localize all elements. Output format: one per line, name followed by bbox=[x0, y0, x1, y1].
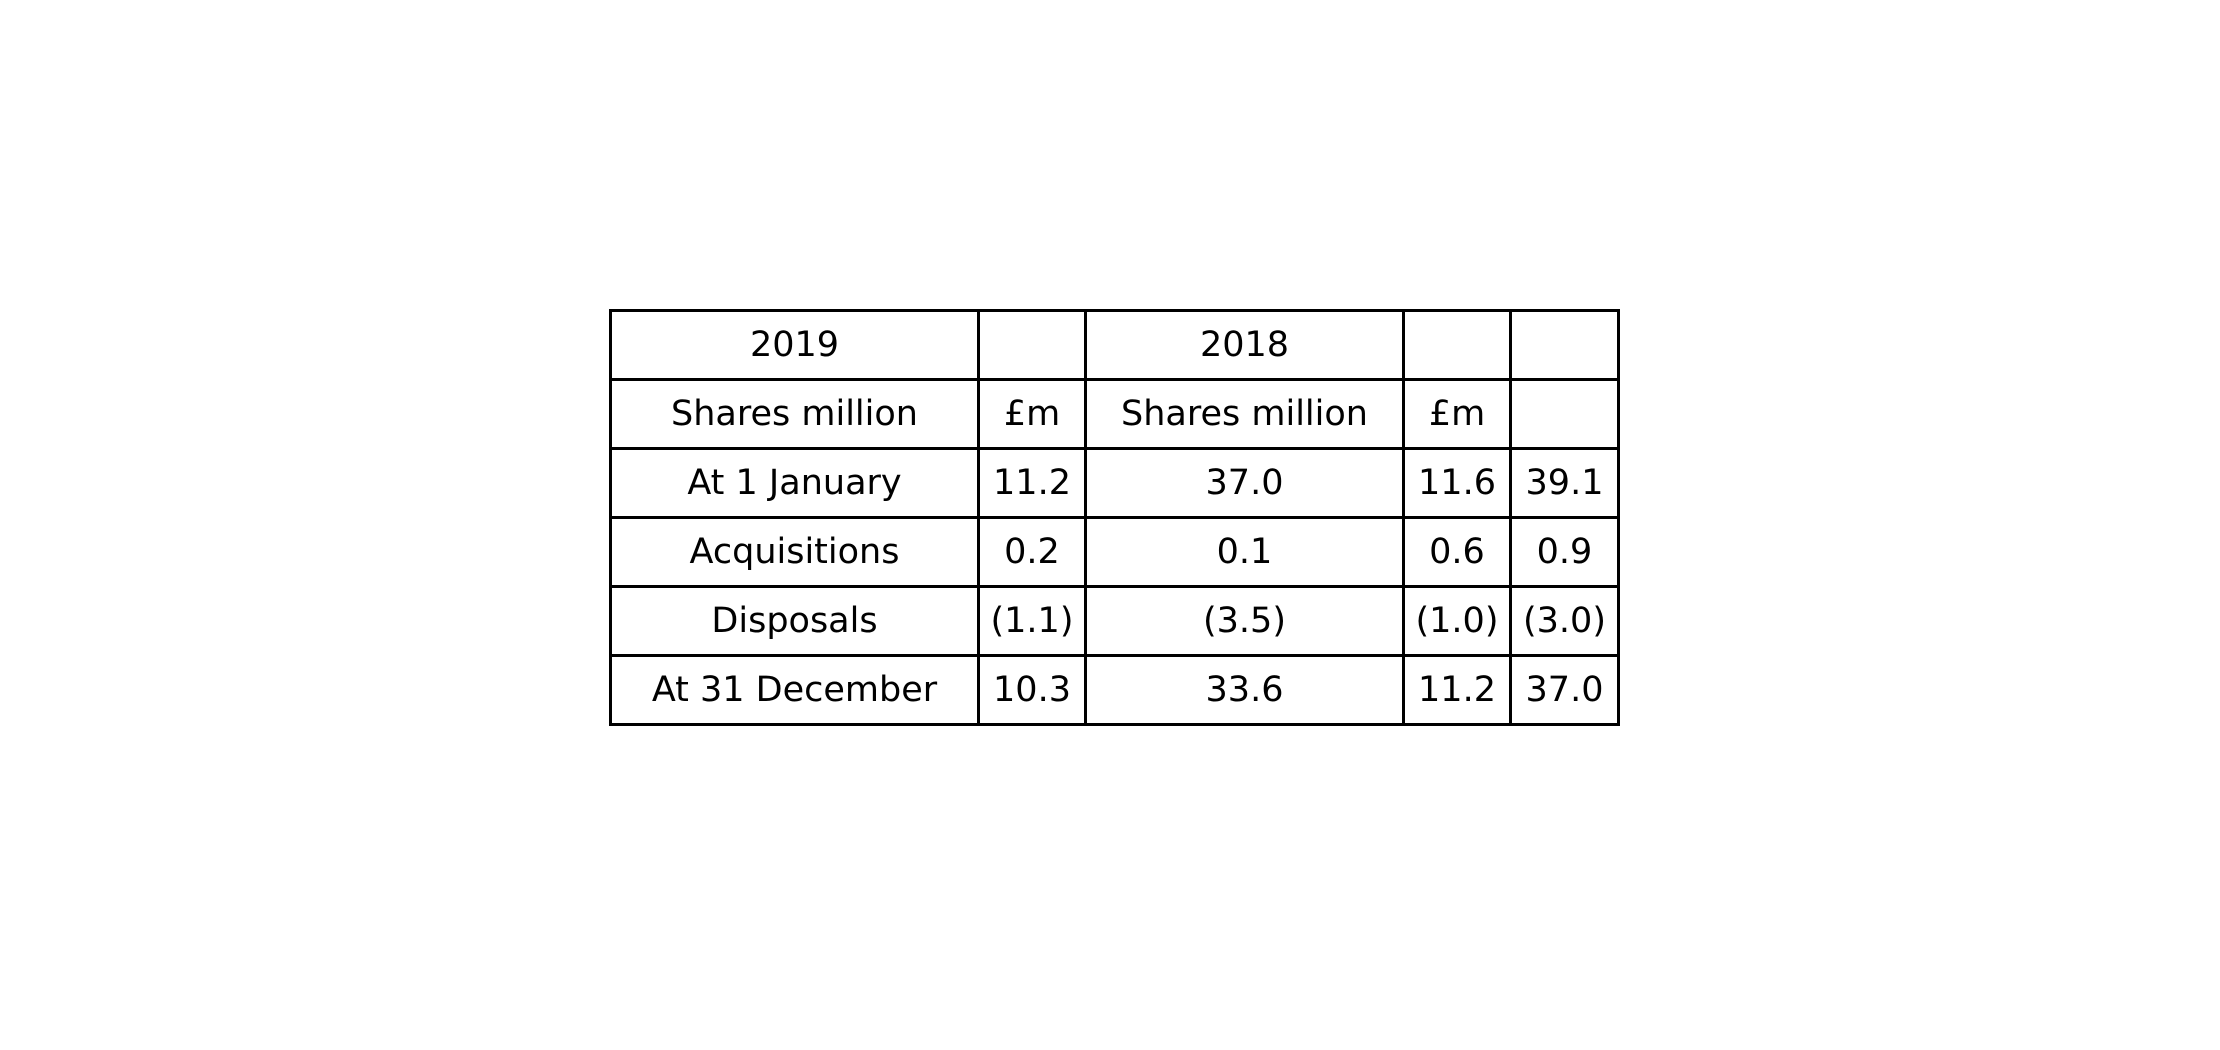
table-cell: 33.6 bbox=[1084, 654, 1405, 726]
table-cell bbox=[1402, 309, 1512, 381]
row-label: At 1 January bbox=[609, 447, 980, 519]
table-row-year-header: 2019 2018 bbox=[609, 309, 1620, 381]
row-label: Acquisitions bbox=[609, 516, 980, 588]
table-cell: Shares million bbox=[1084, 378, 1405, 450]
table-cell: (1.1) bbox=[977, 585, 1087, 657]
table-cell: 11.2 bbox=[977, 447, 1087, 519]
table-row: At 31 December 10.3 33.6 11.2 37.0 bbox=[609, 654, 1620, 726]
table-cell: 2018 bbox=[1084, 309, 1405, 381]
table-cell: 11.2 bbox=[1402, 654, 1512, 726]
table-cell: 2019 bbox=[609, 309, 980, 381]
table-cell bbox=[1509, 309, 1620, 381]
table-cell: 37.0 bbox=[1509, 654, 1620, 726]
row-label: At 31 December bbox=[609, 654, 980, 726]
table-row-unit-header: Shares million £m Shares million £m bbox=[609, 378, 1620, 450]
table-cell: £m bbox=[1402, 378, 1512, 450]
table-cell bbox=[977, 309, 1087, 381]
table-cell: 39.1 bbox=[1509, 447, 1620, 519]
table-cell: 11.6 bbox=[1402, 447, 1512, 519]
table-cell: (3.5) bbox=[1084, 585, 1405, 657]
table-cell: 37.0 bbox=[1084, 447, 1405, 519]
table-cell: £m bbox=[977, 378, 1087, 450]
table-cell bbox=[1509, 378, 1620, 450]
table-cell: 10.3 bbox=[977, 654, 1087, 726]
table-cell: 0.9 bbox=[1509, 516, 1620, 588]
table-cell: 0.1 bbox=[1084, 516, 1405, 588]
row-label: Disposals bbox=[609, 585, 980, 657]
table-row: Disposals (1.1) (3.5) (1.0) (3.0) bbox=[609, 585, 1620, 657]
table-cell: (1.0) bbox=[1402, 585, 1512, 657]
table-row: At 1 January 11.2 37.0 11.6 39.1 bbox=[609, 447, 1620, 519]
table-cell: 0.2 bbox=[977, 516, 1087, 588]
table-cell: (3.0) bbox=[1509, 585, 1620, 657]
table-row: Acquisitions 0.2 0.1 0.6 0.9 bbox=[609, 516, 1620, 588]
table-cell: 0.6 bbox=[1402, 516, 1512, 588]
shares-table: 2019 2018 Shares million £m Shares milli… bbox=[609, 309, 1620, 726]
table-cell: Shares million bbox=[609, 378, 980, 450]
